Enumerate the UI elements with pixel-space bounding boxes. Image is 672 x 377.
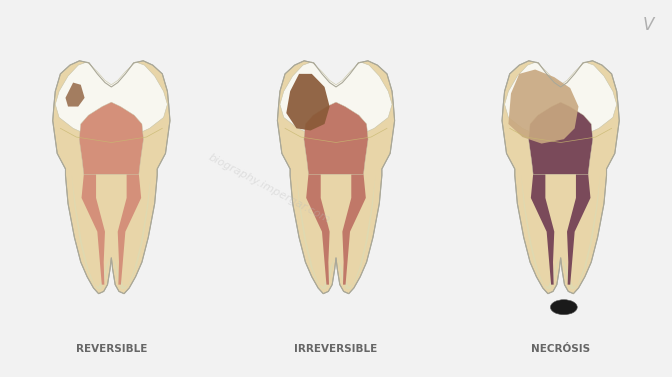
- Polygon shape: [529, 102, 593, 174]
- Text: IRREVERSIBLE: IRREVERSIBLE: [294, 344, 378, 354]
- Polygon shape: [52, 61, 170, 294]
- Polygon shape: [304, 102, 368, 174]
- Polygon shape: [286, 74, 330, 130]
- Polygon shape: [562, 175, 600, 289]
- Polygon shape: [72, 175, 110, 289]
- Polygon shape: [502, 61, 620, 294]
- Polygon shape: [521, 175, 559, 289]
- Polygon shape: [280, 62, 392, 141]
- Polygon shape: [505, 62, 617, 141]
- Polygon shape: [278, 61, 394, 294]
- Polygon shape: [55, 62, 167, 141]
- Polygon shape: [337, 175, 376, 289]
- Circle shape: [550, 300, 577, 315]
- Polygon shape: [65, 83, 85, 107]
- Text: biography.impergar.com: biography.impergar.com: [206, 152, 331, 225]
- Text: REVERSIBLE: REVERSIBLE: [76, 344, 147, 354]
- Polygon shape: [81, 174, 105, 285]
- Polygon shape: [113, 175, 151, 289]
- Polygon shape: [118, 174, 141, 285]
- Polygon shape: [567, 174, 591, 285]
- Polygon shape: [79, 102, 143, 174]
- Polygon shape: [531, 174, 554, 285]
- Text: V: V: [643, 16, 655, 34]
- Polygon shape: [509, 69, 579, 144]
- Polygon shape: [342, 174, 366, 285]
- Text: NECRÓSIS: NECRÓSIS: [531, 344, 590, 354]
- Polygon shape: [306, 174, 330, 285]
- Polygon shape: [296, 175, 335, 289]
